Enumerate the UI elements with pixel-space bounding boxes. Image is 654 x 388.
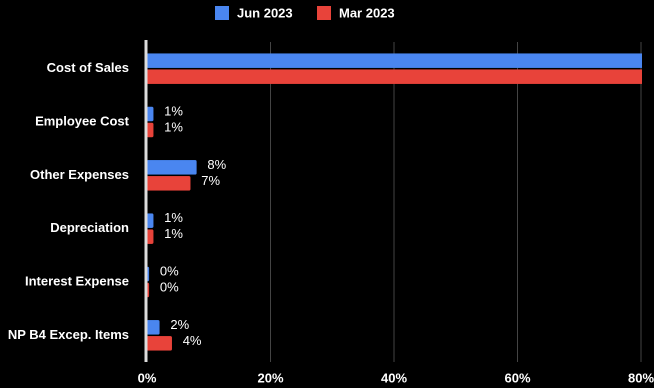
y-tick-label: Depreciation bbox=[50, 220, 129, 235]
x-tick-label: 20% bbox=[257, 370, 283, 385]
bar bbox=[146, 53, 642, 68]
bar bbox=[146, 160, 197, 175]
data-label: 0% bbox=[160, 263, 179, 278]
legend-label: Mar 2023 bbox=[339, 5, 395, 20]
data-label: 7% bbox=[201, 173, 220, 188]
bar bbox=[146, 106, 154, 122]
x-tick-label: 80% bbox=[628, 370, 654, 385]
bar bbox=[146, 336, 172, 351]
bar bbox=[146, 69, 642, 84]
data-label: 1% bbox=[164, 226, 183, 241]
bar bbox=[146, 213, 154, 228]
data-label: 4% bbox=[183, 333, 202, 348]
data-label: 0% bbox=[160, 279, 179, 294]
legend-swatch bbox=[317, 6, 331, 20]
bar bbox=[146, 320, 160, 335]
data-label: 1% bbox=[164, 210, 183, 225]
data-label: 2% bbox=[170, 317, 189, 332]
y-tick-label: NP B4 Excep. Items bbox=[8, 327, 129, 342]
x-tick-label: 40% bbox=[381, 370, 407, 385]
bar bbox=[146, 122, 154, 138]
data-label: 1% bbox=[164, 119, 183, 134]
x-tick-label: 0% bbox=[138, 370, 157, 385]
y-tick-label: Other Expenses bbox=[30, 167, 129, 182]
bar bbox=[146, 229, 154, 244]
data-label: 8% bbox=[207, 157, 226, 172]
y-tick-label: Cost of Sales bbox=[47, 60, 129, 75]
bar bbox=[146, 176, 191, 191]
plot-area bbox=[146, 53, 642, 351]
y-tick-label: Interest Expense bbox=[25, 273, 129, 288]
data-label: 1% bbox=[164, 103, 183, 118]
y-tick-label: Employee Cost bbox=[35, 113, 130, 128]
x-tick-label: 60% bbox=[504, 370, 530, 385]
legend-swatch bbox=[215, 6, 229, 20]
legend-label: Jun 2023 bbox=[237, 5, 293, 20]
